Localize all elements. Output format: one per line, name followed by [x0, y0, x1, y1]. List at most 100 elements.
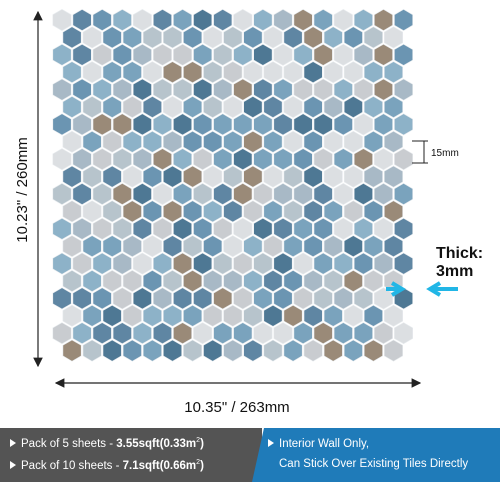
- hex-tile: [203, 200, 223, 223]
- hex-tile: [173, 148, 192, 171]
- hex-tile: [72, 113, 92, 136]
- hex-tile: [383, 200, 404, 223]
- hex-tile: [122, 270, 142, 292]
- hex-tile: [132, 148, 152, 171]
- hex-tile: [112, 78, 132, 101]
- hex-tile: [82, 165, 102, 188]
- hex-tile: [92, 113, 112, 136]
- hex-tile: [233, 78, 253, 101]
- hex-tile: [132, 113, 152, 136]
- hex-tile: [203, 304, 223, 327]
- hex-tile: [203, 339, 223, 362]
- pack-line: Pack of 10 sheets - 7.1sqft(0.66m2): [10, 459, 204, 472]
- hex-tile: [213, 148, 233, 171]
- hex-tile: [132, 9, 152, 31]
- hex-tile: [183, 304, 203, 327]
- pack-area: 7.1sqft(0.66m: [122, 459, 197, 472]
- hex-tile: [72, 322, 92, 345]
- hex-tile: [283, 339, 303, 362]
- hex-tile: [183, 235, 203, 258]
- hex-tile: [203, 165, 223, 188]
- hex-tile: [343, 235, 363, 258]
- hex-tile: [163, 165, 182, 188]
- hex-tile: [183, 165, 203, 188]
- hex-tile: [193, 287, 213, 310]
- hex-tile: [153, 322, 172, 345]
- hex-tile: [233, 322, 253, 345]
- hex-tile: [233, 9, 253, 31]
- hex-tile: [243, 304, 263, 327]
- hex-tile: [333, 113, 353, 136]
- hex-tile: [313, 183, 333, 205]
- info-banner: Pack of 5 sheets - 3.55sqft(0.33m2) Pack…: [0, 428, 500, 482]
- hex-tile: [303, 26, 323, 49]
- hex-tile: [394, 183, 414, 205]
- hex-tile: [213, 183, 233, 205]
- hex-tile: [163, 26, 182, 49]
- hex-tile: [142, 235, 162, 258]
- hex-tile: [323, 130, 343, 153]
- hex-tile: [383, 130, 404, 153]
- hex-tile: [122, 235, 142, 258]
- hex-tile: [203, 96, 223, 118]
- hex-tile: [373, 78, 393, 101]
- hex-tile: [383, 61, 404, 84]
- hex-tile: [173, 287, 192, 310]
- pack-end: ): [200, 437, 204, 450]
- hex-tile: [72, 9, 92, 31]
- hex-tile: [112, 148, 132, 171]
- hex-tile: [283, 165, 303, 188]
- hex-tile: [112, 43, 132, 66]
- hex-tile: [343, 61, 363, 84]
- hex-tile: [293, 183, 313, 205]
- hex-tile: [323, 61, 343, 84]
- hex-tile: [263, 130, 283, 153]
- hex-tile: [343, 200, 363, 223]
- hex-tile: [263, 270, 283, 292]
- hex-tile: [363, 339, 383, 362]
- hex-tile: [62, 61, 82, 84]
- hex-tile: [102, 61, 122, 84]
- hex-tile: [102, 130, 122, 153]
- hex-tile: [253, 322, 273, 345]
- hex-tile: [303, 130, 323, 153]
- hex-tile: [323, 339, 343, 362]
- hex-tile: [163, 270, 182, 292]
- hex-tile: [223, 26, 243, 49]
- hex-tile: [263, 26, 283, 49]
- hex-tile: [92, 148, 112, 171]
- hex-tile: [233, 252, 253, 275]
- hex-tile: [142, 304, 162, 327]
- hex-tile: [333, 78, 353, 101]
- hex-tile: [82, 235, 102, 258]
- hex-tile: [303, 165, 323, 188]
- hex-tile: [173, 43, 192, 66]
- hex-tile: [213, 287, 233, 310]
- hex-tile: [213, 9, 233, 31]
- hex-tile: [323, 96, 343, 118]
- hex-tile: [122, 61, 142, 84]
- hex-tile: [293, 322, 313, 345]
- hex-tile: [394, 9, 414, 31]
- pack-text: Pack of 10 sheets -: [21, 459, 123, 472]
- tile-size-marker: [412, 140, 428, 164]
- hex-tile: [173, 78, 192, 101]
- hex-tile: [333, 9, 353, 31]
- hex-tile: [193, 148, 213, 171]
- hex-tile: [223, 61, 243, 84]
- hex-tile: [263, 235, 283, 258]
- hex-tile: [363, 304, 383, 327]
- hex-tile: [343, 339, 363, 362]
- hex-tile: [363, 165, 383, 188]
- hex-tile: [353, 183, 373, 205]
- hex-tile: [343, 304, 363, 327]
- hex-tile: [283, 200, 303, 223]
- hex-tile: [92, 252, 112, 275]
- hex-tile: [142, 96, 162, 118]
- hex-tile: [333, 322, 353, 345]
- hex-tile: [243, 130, 263, 153]
- hex-tile: [102, 200, 122, 223]
- hex-tile: [343, 165, 363, 188]
- hex-tile: [153, 43, 172, 66]
- hex-tile: [253, 287, 273, 310]
